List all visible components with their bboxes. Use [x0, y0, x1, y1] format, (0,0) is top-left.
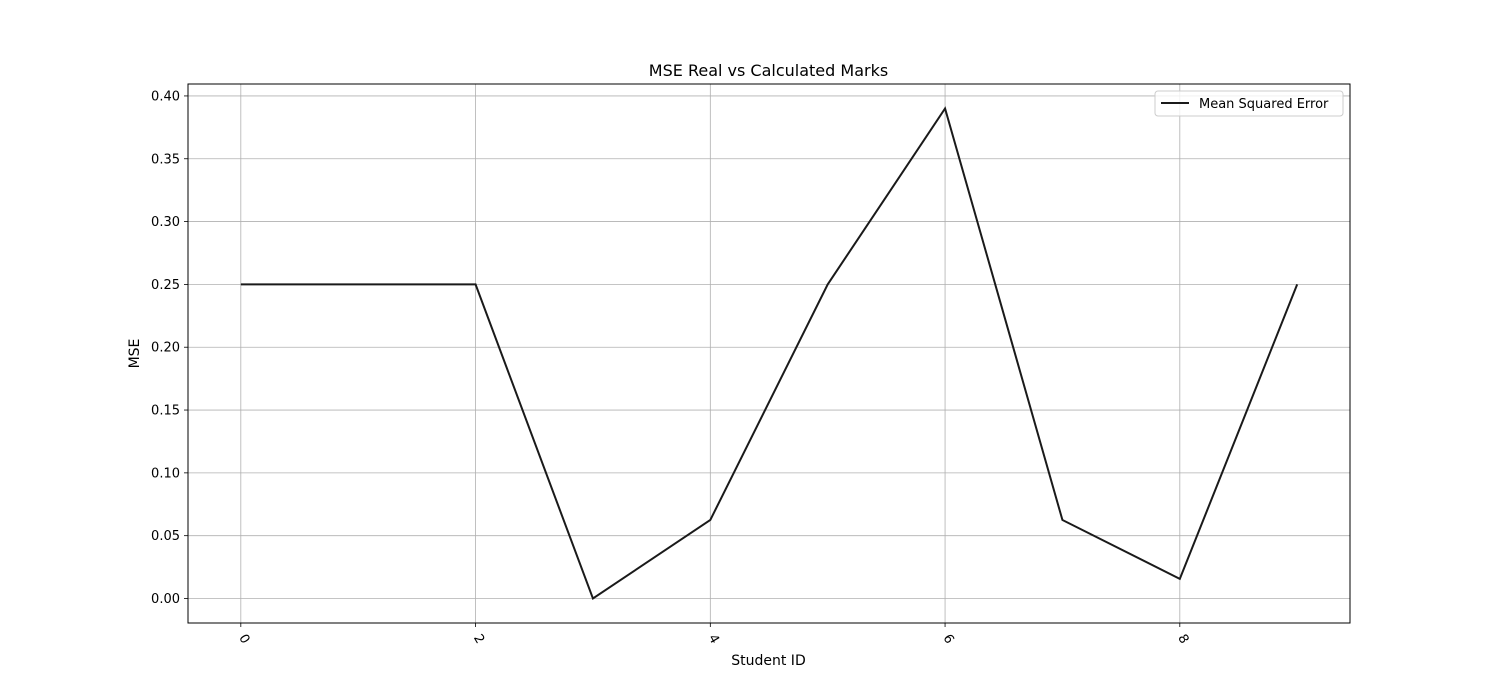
y-tick-label: 0.10 [151, 466, 180, 481]
legend-label: Mean Squared Error [1199, 97, 1329, 112]
grid [188, 84, 1350, 623]
legend: Mean Squared Error [1154, 90, 1344, 117]
x-axis-title: Student ID [731, 653, 805, 669]
x-tick-label: 6 [940, 632, 957, 647]
plot-frame [187, 83, 1351, 624]
x-tick-label: 4 [705, 632, 722, 647]
series-layer [240, 106, 1299, 601]
y-axis: 0.00 0.05 0.10 0.15 0.20 0.25 0.30 0.35 0.40 [151, 89, 188, 607]
series-line [240, 106, 1299, 601]
y-tick-label: 0.30 [151, 215, 180, 230]
x-axis: 0 2 4 6 8 [235, 623, 1191, 647]
x-tick-label: 8 [1174, 632, 1191, 647]
y-tick-label: 0.35 [151, 152, 180, 167]
y-axis-title: MSE [127, 339, 143, 369]
x-tick-label: 2 [470, 632, 487, 647]
y-tick-label: 0.25 [151, 278, 180, 293]
chart-title: MSE Real vs Calculated Marks [649, 61, 888, 80]
y-tick-label: 0.15 [151, 404, 180, 419]
x-tick-label: 0 [235, 632, 252, 647]
legend-box [1154, 90, 1344, 117]
y-tick-label: 0.00 [151, 592, 180, 607]
y-tick-label: 0.40 [151, 89, 180, 104]
y-tick-label: 0.05 [151, 529, 180, 544]
y-tick-label: 0.20 [151, 341, 180, 356]
